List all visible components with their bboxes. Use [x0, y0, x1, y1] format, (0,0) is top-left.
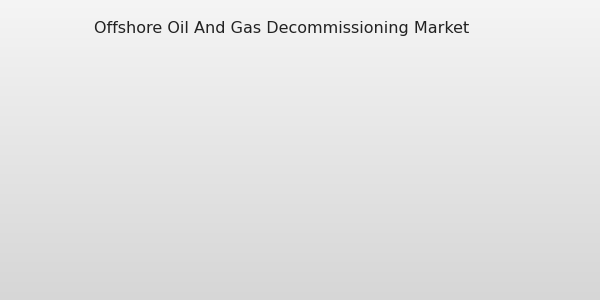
Bar [497, 87, 521, 261]
Bar [385, 136, 408, 261]
Bar [121, 214, 145, 261]
Bar [535, 56, 558, 261]
Text: 7.12: 7.12 [197, 176, 220, 186]
Text: 20.0: 20.0 [535, 44, 558, 54]
Bar [347, 151, 370, 261]
Bar [460, 109, 483, 261]
Bar [234, 179, 257, 261]
Bar [197, 188, 220, 261]
Bar [310, 160, 332, 261]
Bar [272, 167, 295, 261]
Text: Offshore Oil And Gas Decommissioning Market: Offshore Oil And Gas Decommissioning Mar… [94, 21, 470, 36]
Bar [159, 196, 182, 261]
Bar [422, 126, 445, 261]
Text: 7.99: 7.99 [234, 167, 257, 177]
Bar [84, 218, 107, 261]
